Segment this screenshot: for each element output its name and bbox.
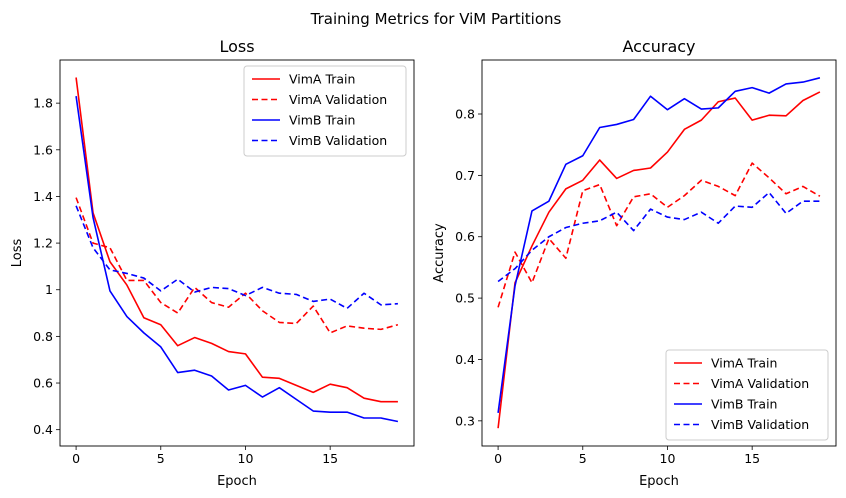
loss-legend-box	[243, 65, 407, 157]
loss-legend-label: VimB Validation	[289, 133, 387, 148]
accuracy-legend-label: VimB Validation	[711, 417, 809, 432]
accuracy-legend-label: VimB Train	[711, 397, 777, 412]
accuracy-legend-label: VimA Train	[711, 356, 777, 371]
loss-x-tick-label: 10	[238, 451, 254, 466]
accuracy-series-line	[497, 191, 820, 283]
accuracy-y-axis-label: Accuracy	[432, 223, 447, 283]
accuracy-x-tick-label: 10	[660, 451, 676, 466]
accuracy-series-line	[497, 77, 821, 413]
loss-legend-label: VimB Train	[289, 113, 355, 128]
loss-y-tick-label: 0.4	[33, 422, 53, 437]
loss-y-tick-label: 1.8	[33, 96, 53, 111]
accuracy-y-tick-label: 0.6	[455, 229, 475, 244]
loss-legend: VimA Train VimA Validation VimB Train VimB …	[243, 65, 407, 157]
accuracy-y-tick-label: 0.4	[455, 352, 475, 367]
accuracy-chart: Accuracy Epoch Accuracy 0 5 10 15 0.3 0.4 0.5 0…	[432, 37, 837, 489]
loss-x-tick-label: 0	[72, 451, 80, 466]
loss-x-axis-label: Epoch	[217, 474, 257, 489]
loss-series-line	[75, 197, 399, 334]
accuracy-y-tick-label: 0.3	[455, 413, 475, 428]
loss-y-tick-label: 1.4	[33, 189, 53, 204]
loss-axes-frame	[59, 59, 415, 447]
accuracy-x-axis-label: Epoch	[639, 474, 679, 489]
accuracy-axes-frame	[481, 59, 837, 447]
loss-y-tick-label: 0.6	[33, 376, 53, 391]
accuracy-series-line	[497, 91, 821, 429]
accuracy-legend-label: VimA Validation	[711, 376, 809, 391]
accuracy-x-tick-label: 5	[579, 451, 587, 466]
loss-y-tick-label: 0.8	[33, 329, 53, 344]
loss-y-axis-label: Loss	[10, 239, 25, 268]
accuracy-legend-box	[665, 349, 829, 441]
accuracy-x-tick-label: 0	[494, 451, 502, 466]
accuracy-y-tick-label: 0.5	[455, 291, 475, 306]
figure-title: Training Metrics for ViM Partitions	[310, 10, 562, 28]
loss-y-tick-label: 1	[45, 282, 53, 297]
accuracy-y-tick-label: 0.8	[455, 107, 475, 122]
loss-legend-label: VimA Validation	[289, 92, 387, 107]
accuracy-chart-title: Accuracy	[622, 37, 695, 56]
loss-series-line	[75, 205, 398, 310]
loss-x-tick-label: 5	[157, 451, 165, 466]
accuracy-legend: VimA Train VimA Validation VimB Train VimB …	[665, 349, 829, 441]
loss-series-line	[75, 77, 398, 403]
loss-legend-label: VimA Train	[289, 72, 355, 87]
loss-series-line	[75, 96, 399, 423]
accuracy-series-line	[497, 162, 821, 308]
loss-y-tick-label: 1.6	[33, 142, 53, 157]
accuracy-y-tick-label: 0.7	[455, 168, 475, 183]
loss-chart-title: Loss	[219, 37, 254, 56]
loss-y-tick-label: 1.2	[33, 236, 53, 251]
accuracy-x-tick-label: 15	[744, 451, 760, 466]
loss-x-tick-label: 15	[322, 451, 338, 466]
loss-chart: Loss Epoch Loss 0 5 10 15 0.4 0.6 0.8 1 1.2 1.4 1.…	[10, 37, 415, 489]
